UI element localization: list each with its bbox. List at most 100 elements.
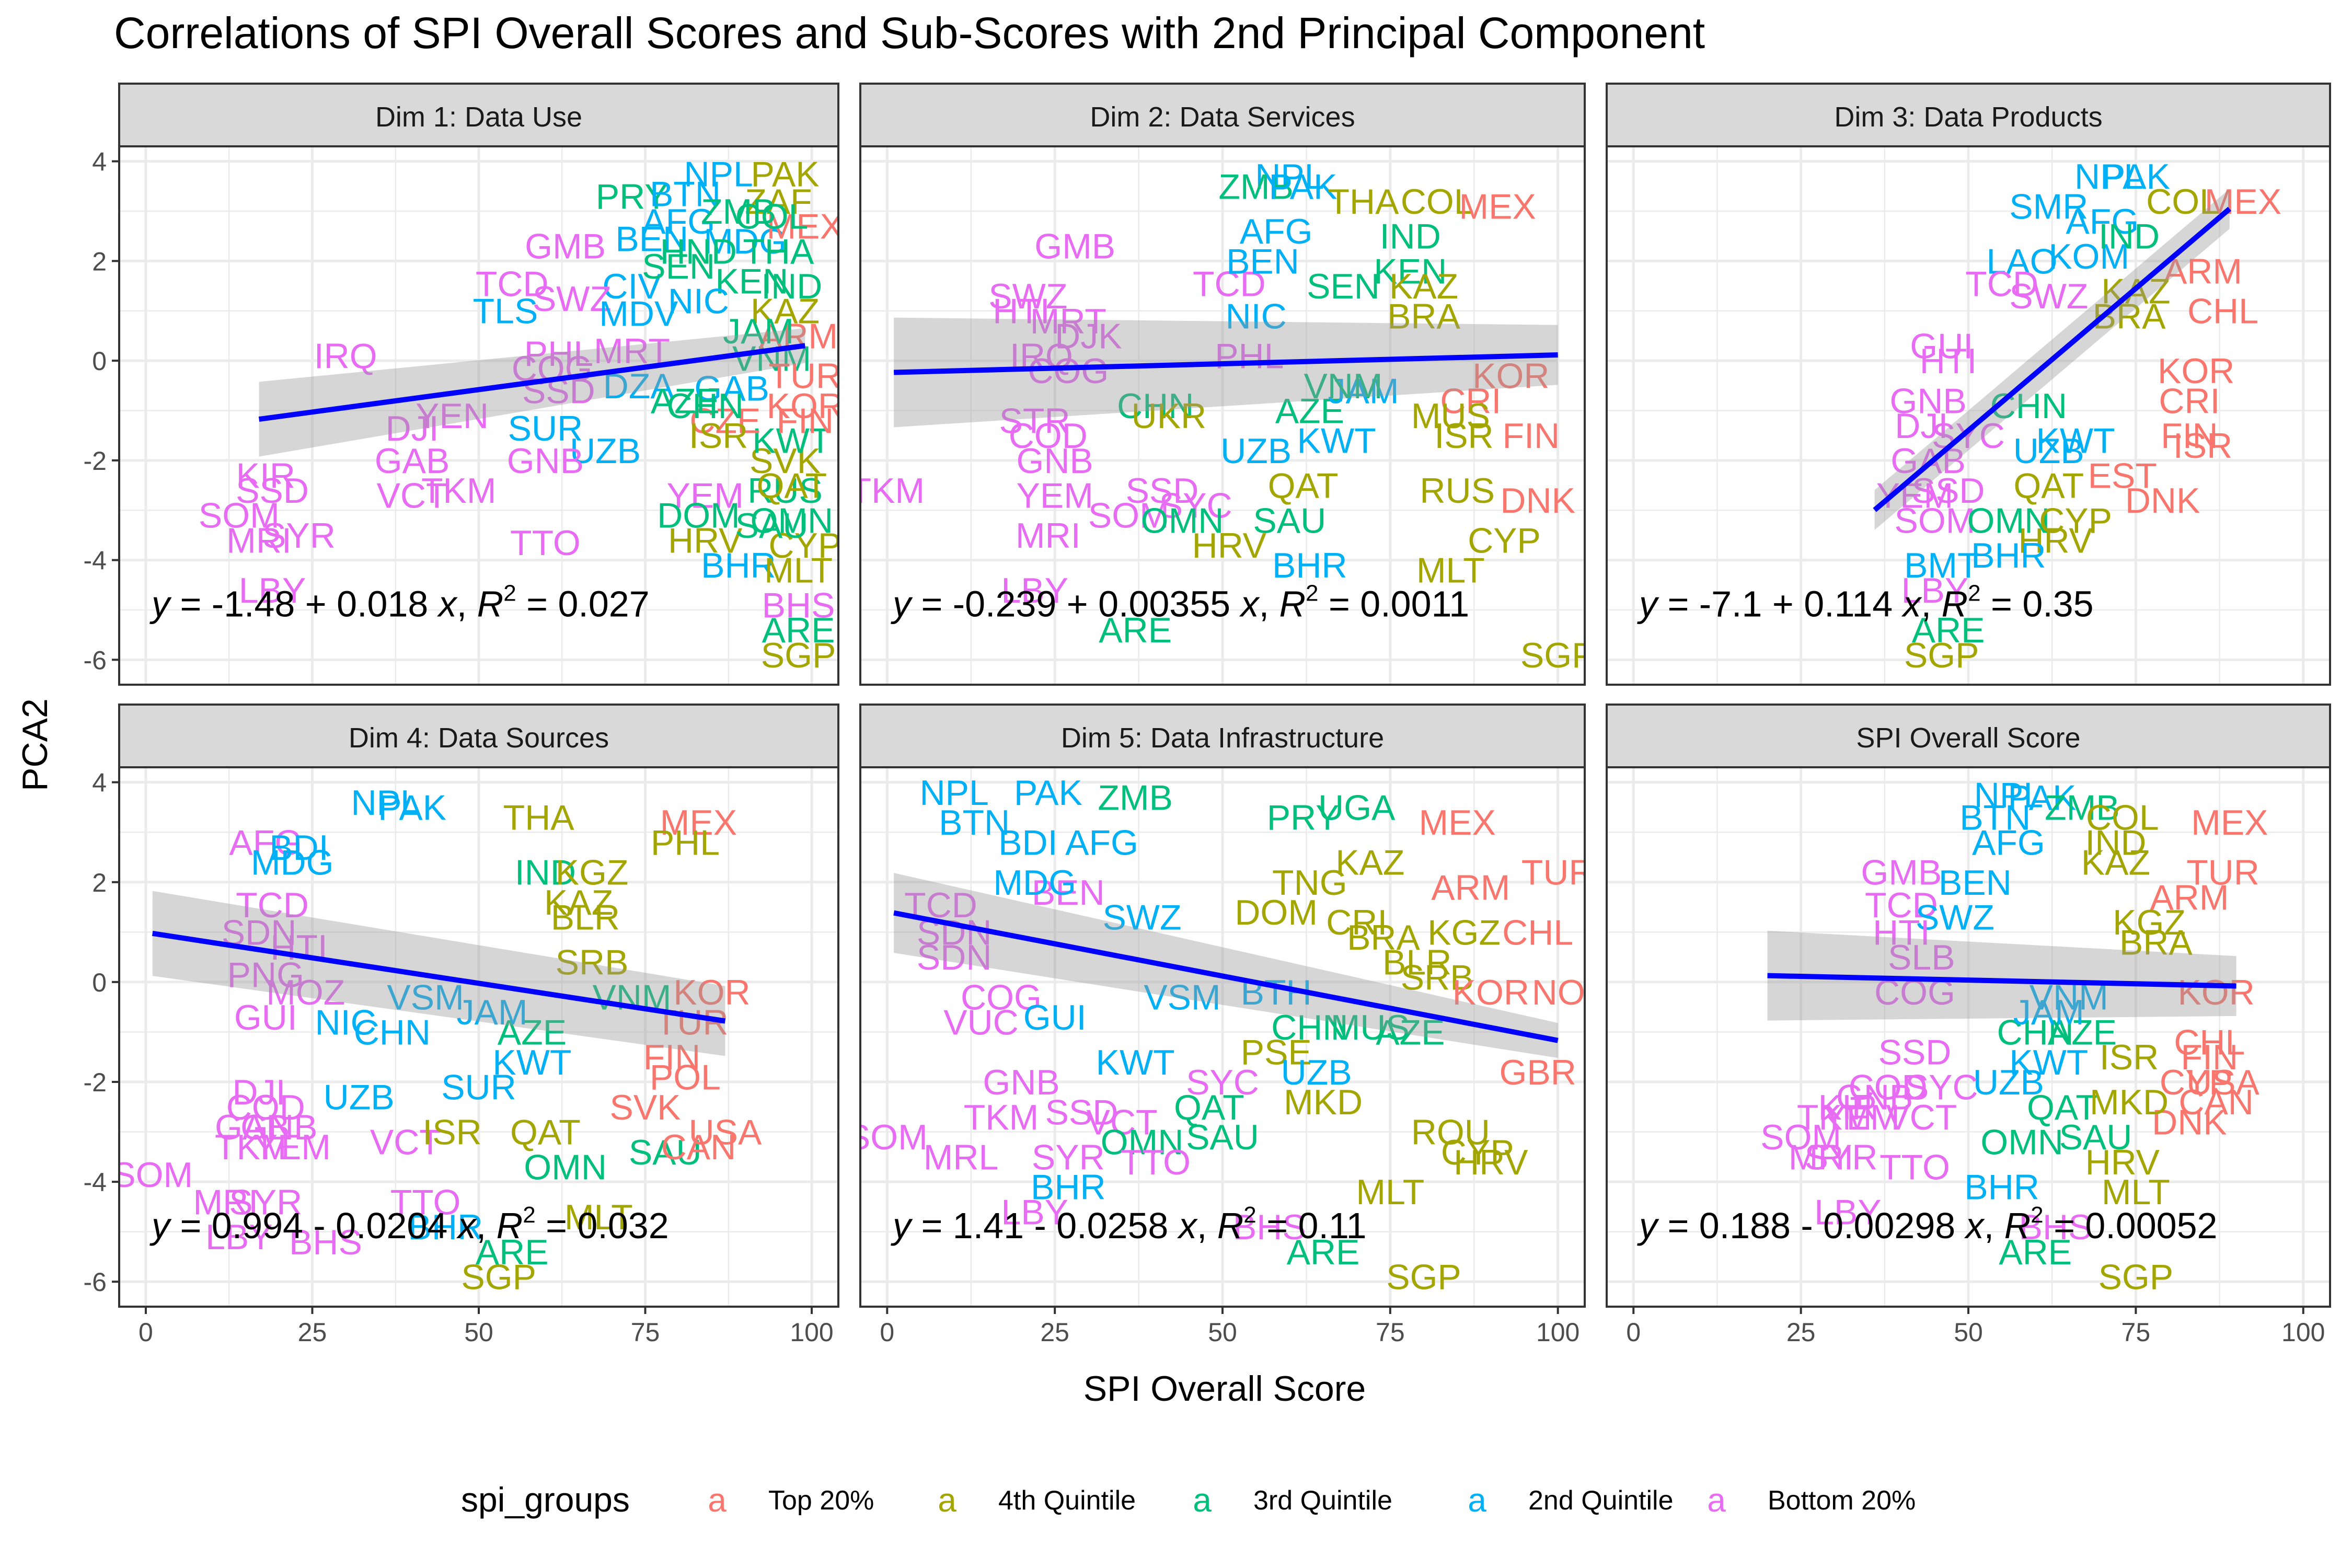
data-point-label: LBY bbox=[239, 571, 306, 610]
data-point-label: CAN bbox=[2178, 1082, 2254, 1122]
data-point-label: PHL bbox=[524, 334, 593, 374]
data-point-label: ISR bbox=[1434, 416, 1493, 456]
data-point-label: TUR bbox=[1521, 853, 1595, 893]
data-point-label: GNB bbox=[1836, 1078, 1913, 1117]
regression-equation: y = -7.1 + 0.114 x, R2 = 0.35 bbox=[1637, 580, 2094, 624]
x-tick-label: 25 bbox=[298, 1318, 327, 1347]
data-point-label: OMN bbox=[1101, 1123, 1184, 1162]
data-point-label: AZE bbox=[651, 381, 720, 421]
data-point-label: COL bbox=[1401, 182, 1474, 222]
legend: spi_groups a Top 20% a 4th Quintile a 3rd Quin… bbox=[461, 1480, 1916, 1519]
data-point-label: BDI bbox=[269, 828, 328, 868]
legend-key-glyph: a bbox=[1468, 1481, 1486, 1519]
data-point-label: AFG bbox=[642, 202, 715, 241]
legend-item: a 3rd Quintile bbox=[1193, 1481, 1392, 1519]
data-point-label: SAU bbox=[735, 506, 809, 546]
data-point-label: SSD bbox=[236, 471, 309, 511]
data-point-label: SOM bbox=[112, 1155, 193, 1195]
data-point-label: KAZ bbox=[1335, 843, 1404, 883]
facet-strip-label: Dim 1: Data Use bbox=[375, 101, 582, 133]
data-point-label: MLT bbox=[2102, 1172, 2170, 1212]
data-point-label: AZE bbox=[498, 1012, 567, 1052]
confidence-band bbox=[894, 317, 1558, 428]
data-point-label: ISR bbox=[689, 416, 748, 456]
data-point-label: LAO bbox=[1986, 241, 2057, 281]
data-point-label: TLS bbox=[473, 292, 538, 331]
data-point-label: SOM bbox=[1088, 496, 1169, 536]
legend-key-glyph: a bbox=[708, 1481, 727, 1519]
data-point-label: LBY bbox=[1001, 1192, 1068, 1232]
data-point-label: TTO bbox=[1120, 1143, 1191, 1182]
data-point-label: BTN bbox=[1959, 798, 2031, 838]
x-tick-label: 75 bbox=[631, 1318, 660, 1347]
data-point-label: TCD bbox=[476, 264, 549, 304]
data-point-label: THA bbox=[1328, 182, 1400, 222]
data-point-label: MRI bbox=[193, 1182, 259, 1222]
data-point-label: BLR bbox=[551, 898, 620, 938]
data-point-label: ARM bbox=[2163, 251, 2242, 291]
data-point-label: TUR bbox=[768, 356, 841, 396]
y-tick-label: -4 bbox=[84, 1168, 107, 1197]
data-point-label: RUS bbox=[747, 471, 823, 511]
data-point-label: GNB bbox=[1889, 381, 1966, 421]
data-point-label: VCT bbox=[377, 476, 448, 516]
data-point-label: AFG bbox=[1240, 212, 1313, 251]
data-point-label: KGZ bbox=[556, 853, 629, 893]
data-point-label: SYR bbox=[229, 1182, 302, 1222]
data-point-label: GNB bbox=[240, 1108, 317, 1147]
x-tick-label: 50 bbox=[1208, 1318, 1237, 1347]
data-point-label: PAK bbox=[2102, 157, 2170, 197]
data-point-label: LBY bbox=[1814, 1192, 1882, 1232]
data-point-label: CHN bbox=[354, 1012, 431, 1052]
data-point-label: COL bbox=[735, 197, 809, 237]
data-point-label: DJI bbox=[233, 1073, 286, 1112]
data-point-label: HRV bbox=[668, 521, 743, 560]
data-point-label: SYC bbox=[1905, 1068, 1978, 1108]
data-point-label: MEX bbox=[1459, 187, 1536, 226]
regression-line bbox=[893, 910, 1559, 1043]
y-tick-label: -6 bbox=[84, 645, 107, 675]
legend-item: a Top 20% bbox=[708, 1481, 874, 1519]
data-point-label: HTI bbox=[1920, 341, 1977, 381]
data-point-label: ARE bbox=[1999, 1232, 2072, 1272]
data-point-label: MEX bbox=[2191, 803, 2268, 843]
panel-border bbox=[1606, 145, 2331, 686]
data-point-label: TKM bbox=[850, 471, 925, 511]
data-point-label: COL bbox=[2086, 798, 2159, 838]
legend-label: 3rd Quintile bbox=[1253, 1485, 1392, 1516]
data-point-label: GMB bbox=[1034, 227, 1115, 267]
data-point-label: MUS bbox=[1331, 1008, 1410, 1047]
data-point-label: AZE bbox=[1376, 1012, 1445, 1052]
data-point-label: BHS bbox=[2019, 1207, 2092, 1247]
data-point-label: KGZ bbox=[1427, 913, 1501, 952]
data-point-label: SUR bbox=[508, 409, 583, 448]
data-point-label: SGP bbox=[461, 1258, 536, 1297]
data-point-label: SGP bbox=[1386, 1258, 1461, 1297]
data-point-label: SWZ bbox=[1916, 898, 1994, 938]
facet-strip-label: Dim 4: Data Sources bbox=[349, 722, 609, 754]
data-point-label: ARE bbox=[476, 1232, 549, 1272]
data-point-label: VSM bbox=[387, 978, 464, 1018]
data-point-label: PAK bbox=[2008, 778, 2076, 817]
data-point-label: SSD bbox=[1912, 471, 1985, 511]
data-point-label: PHL bbox=[1215, 337, 1284, 376]
regression-equation: y = -0.239 + 0.00355 x, R2 = 0.0011 bbox=[891, 580, 1469, 624]
data-point-label: MDG bbox=[704, 222, 787, 261]
data-point-label: MLT bbox=[564, 1197, 633, 1237]
panel-border bbox=[859, 145, 1586, 686]
confidence-band bbox=[152, 891, 725, 1056]
legend-item: a 4th Quintile bbox=[938, 1481, 1136, 1519]
data-point-label: UZB bbox=[1220, 431, 1292, 471]
data-point-label: MRT bbox=[1030, 302, 1106, 341]
data-point-label: KAZ bbox=[544, 883, 613, 923]
data-point-label: HRV bbox=[1454, 1143, 1528, 1182]
data-point-label: BLR bbox=[1382, 943, 1451, 983]
data-point-label: COL bbox=[2146, 182, 2219, 222]
data-point-label: ARE bbox=[1912, 610, 1985, 650]
data-point-label: DJI bbox=[386, 409, 439, 448]
data-point-label: TKM bbox=[1797, 1098, 1872, 1137]
data-point-label: SAU bbox=[2059, 1117, 2132, 1157]
data-point-label: ISR bbox=[422, 1113, 481, 1152]
